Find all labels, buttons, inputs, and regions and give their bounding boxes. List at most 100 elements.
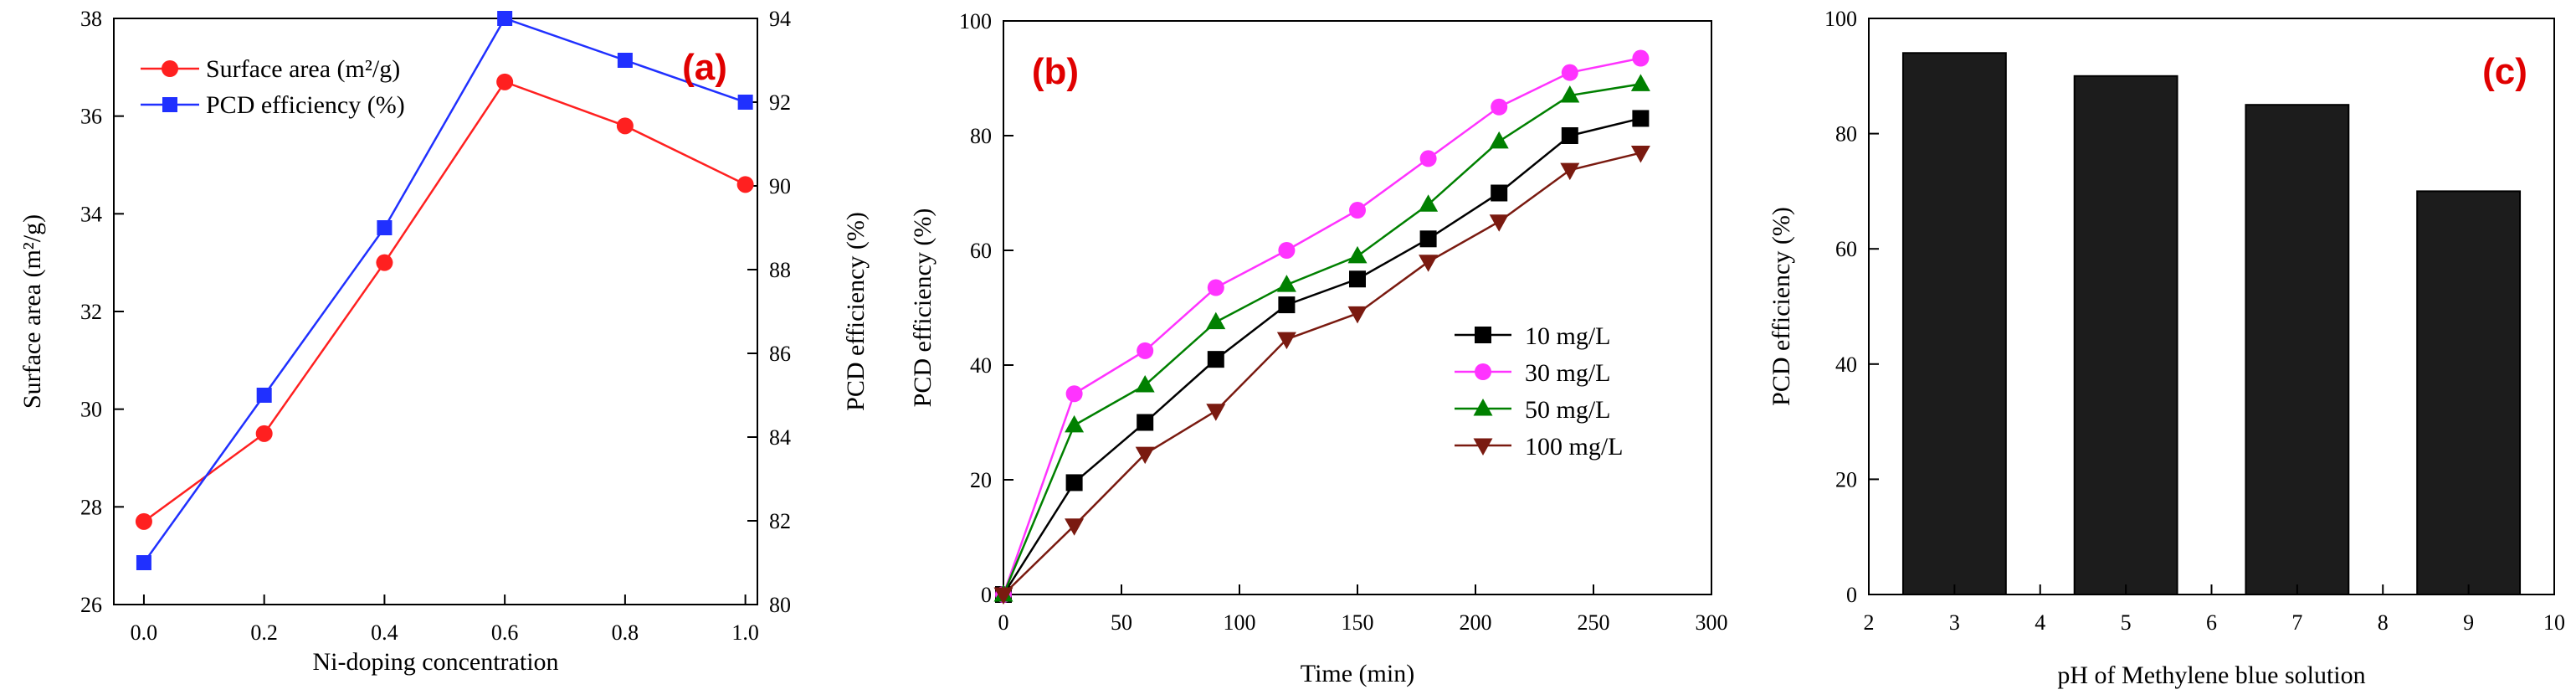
x-tick-label: 1.0 [731,620,759,645]
y-right-tick-label: 86 [769,342,791,366]
data-point [256,388,272,403]
data-point [1560,162,1580,181]
panel-label: (c) [2482,51,2527,92]
data-point [1347,245,1368,264]
bar [2245,104,2350,595]
data-point [1632,110,1650,127]
y-tick-label: 34 [80,202,102,226]
legend-marker [162,60,178,77]
data-point [736,176,754,193]
data-point [1419,255,1439,272]
data-point [376,254,393,271]
series-line-1 [142,17,747,564]
data-point [1065,385,1083,403]
x-tick-label: 5 [2121,610,2132,635]
data-point [1561,64,1578,81]
data-point [1419,194,1439,212]
y-right-tick-label: 92 [769,90,791,115]
data-point [255,425,273,442]
data-point [1349,270,1366,288]
x-tick-label: 0 [998,610,1009,635]
y-right-tick-label: 84 [769,425,791,450]
y-tick-label: 80 [970,124,992,148]
y-tick-label: 20 [970,468,992,492]
data-point [1489,214,1509,232]
panel-b: 0 50 100 150 200 250 300 0 20 40 60 80 100 Time (min)… [909,9,1728,687]
panel-a: 0.0 0.2 0.4 0.6 0.8 1.0 26 28 30 32 34 36 38 80 82 84 86… [18,7,870,676]
data-point [1278,242,1296,259]
x-tick-label: 0.6 [491,620,519,645]
data-point [377,220,393,235]
y-right-tick-label: 94 [769,7,791,31]
data-point [1419,150,1437,167]
panel-label: (a) [682,47,727,88]
data-point [993,587,1013,605]
data-point [1347,306,1368,324]
data-point [496,73,514,90]
x-tick-label: 7 [2291,610,2302,635]
y-tick-label: 28 [80,495,102,519]
y-tick-label: 100 [1824,7,1857,31]
data-point [1278,296,1296,314]
panel-label: (b) [1032,51,1079,92]
bar [2416,190,2522,595]
data-point [1207,351,1224,368]
bar [1901,52,2007,595]
data-point [1065,474,1083,492]
legend-label: 50 mg/L [1525,396,1611,424]
x-tick-label: 0.0 [131,620,158,645]
y-tick-label: 60 [970,239,992,263]
y-right-tick-label: 90 [769,174,791,198]
data-point [1065,518,1085,536]
y-tick-label: 26 [80,593,102,617]
x-tick-label: 10 [2543,610,2565,635]
data-point [1630,74,1650,91]
series-line-1 [1002,57,1641,595]
x-tick-label: 4 [2035,610,2045,635]
x-tick-label: 150 [1342,610,1374,635]
data-point [1349,202,1366,219]
x-tick-label: 300 [1696,610,1728,635]
data-point [1137,414,1154,431]
y-tick-label: 30 [80,398,102,422]
y-tick-label: 20 [1835,467,1857,492]
x-tick-label: 250 [1578,610,1610,635]
x-tick-label: 50 [1111,610,1132,635]
legend-marker [1473,438,1493,456]
data-point [1137,342,1154,359]
x-tick-label: 100 [1224,610,1256,635]
x-tick-label: 8 [2378,610,2389,635]
legend-marker [1475,363,1491,380]
y-tick-label: 0 [981,583,992,607]
data-point [1560,85,1580,103]
data-point [1276,332,1296,350]
legend-marker [1475,327,1491,343]
x-tick-label: 2 [1864,610,1875,635]
data-point [1489,131,1509,149]
y-tick-label: 38 [80,7,102,31]
y-tick-label: 32 [80,300,102,324]
y-right-axis-title: PCD efficiency (%) [842,212,870,411]
x-axis-title: Ni-doping concentration [312,648,558,676]
y-tick-label: 40 [1835,353,1857,377]
legend: Surface area (m²/g) PCD efficiency (%) [141,55,405,119]
x-tick-label: 0.4 [371,620,398,645]
data-point [1135,446,1155,465]
y-right-tick-label: 82 [769,509,791,533]
data-point [617,53,633,68]
y-axis-title: Surface area (m²/g) [18,214,46,409]
y-axis-title: PCD efficiency (%) [1768,207,1795,406]
data-point [1419,230,1437,248]
data-point [136,555,151,570]
data-point [1561,127,1578,144]
y-axis-title: PCD efficiency (%) [909,208,936,408]
y-tick-label: 40 [970,353,992,378]
x-tick-label: 3 [1949,610,1960,635]
legend-label: Surface area (m²/g) [206,55,400,83]
legend-label: 10 mg/L [1525,322,1611,350]
legend: 10 mg/L 30 mg/L 50 mg/L 100 mg/L [1455,322,1624,461]
data-point [1630,146,1650,163]
data-point [1065,414,1085,433]
x-tick-label: 200 [1460,610,1492,635]
